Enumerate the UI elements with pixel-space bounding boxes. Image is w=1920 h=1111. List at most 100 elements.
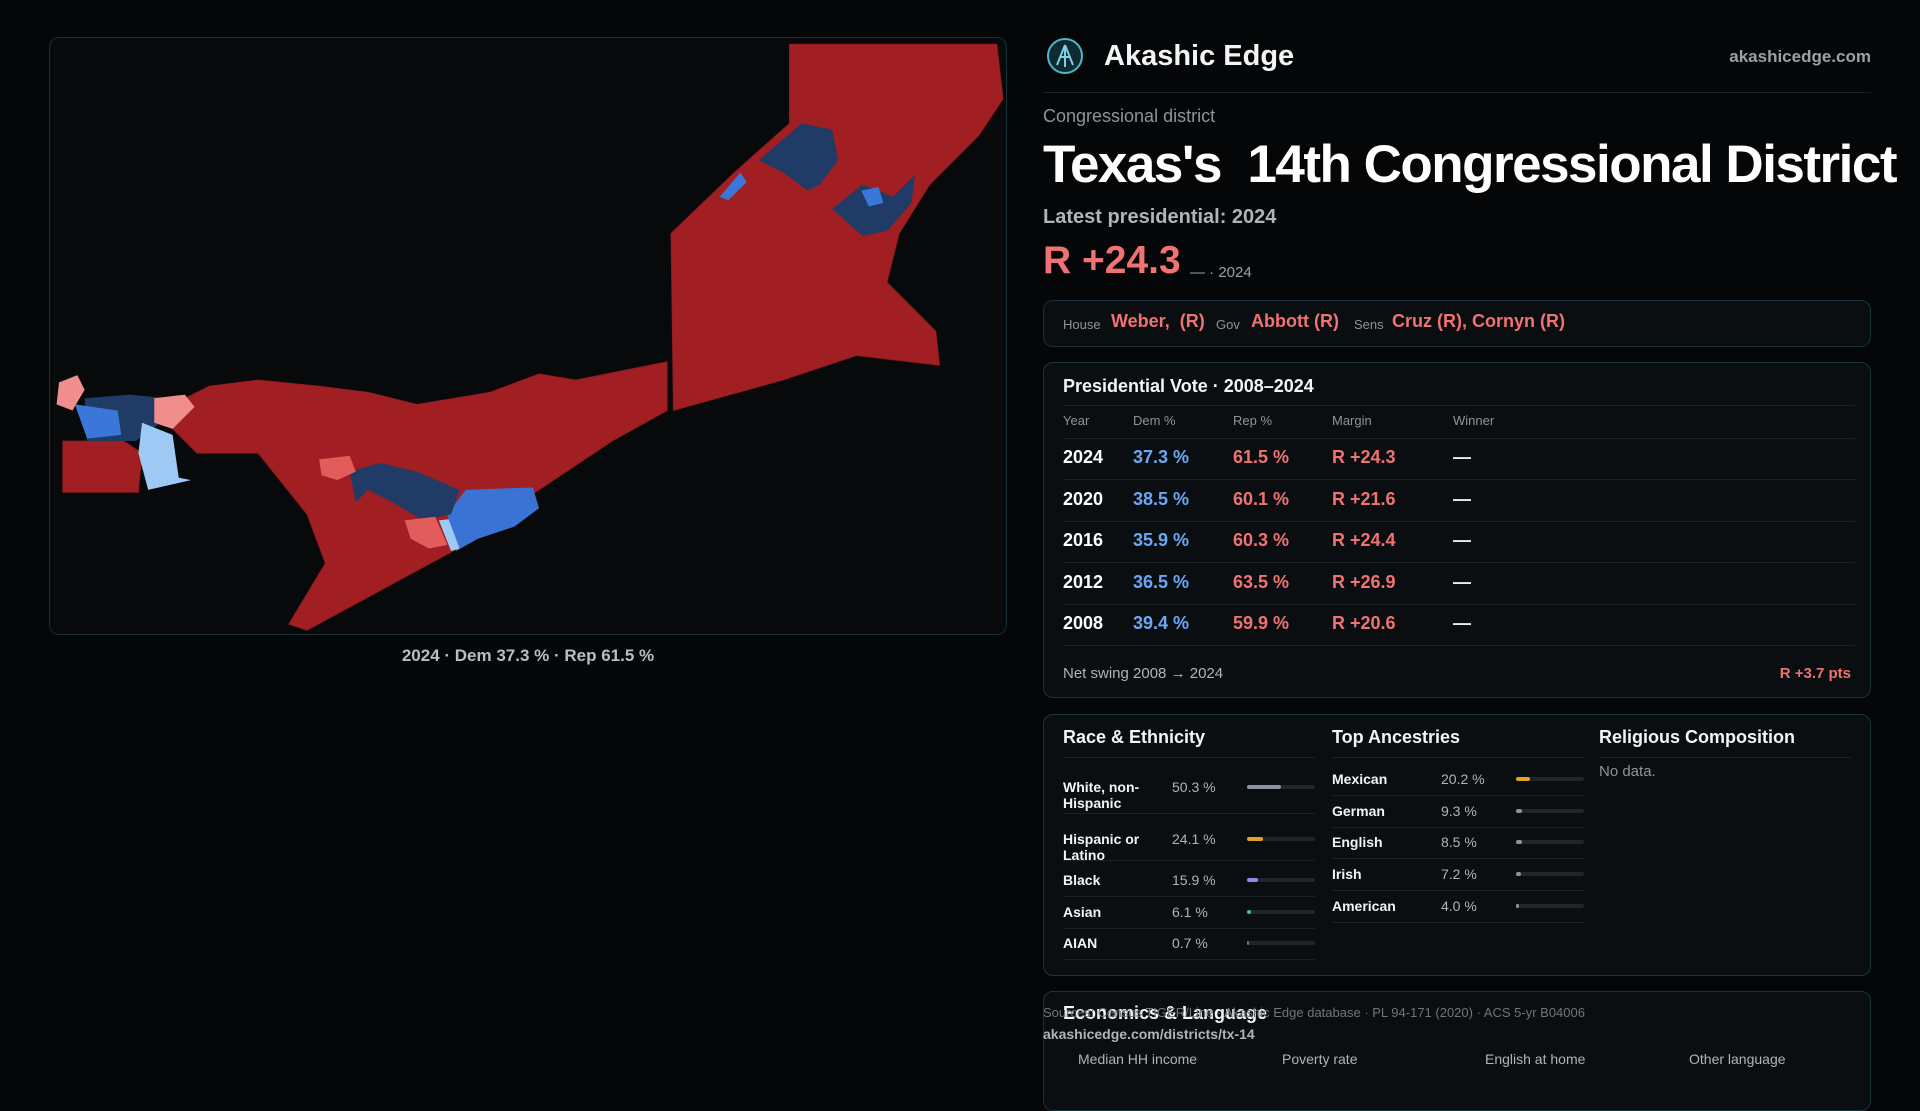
divider — [1063, 959, 1315, 960]
bar-track — [1247, 878, 1315, 882]
map-region — [138, 422, 191, 490]
latest-margin: R +24.3 — [1043, 238, 1181, 282]
divider — [1063, 521, 1855, 522]
official-name: Cruz (R), Cornyn (R) — [1392, 311, 1565, 332]
row-label: German — [1332, 802, 1385, 819]
table-cell: 37.3 % — [1133, 447, 1190, 468]
empty-note: No data. — [1599, 763, 1656, 780]
row-label: English — [1332, 833, 1383, 850]
table-cell: R +24.4 — [1332, 530, 1396, 551]
bar-track — [1247, 910, 1315, 914]
table-cell: — — [1453, 613, 1471, 634]
row-label: American — [1332, 897, 1396, 914]
divider — [1063, 562, 1855, 563]
bar-track — [1516, 872, 1584, 876]
bar-track — [1516, 777, 1584, 781]
table-cell: 60.3 % — [1233, 530, 1290, 551]
map-region — [349, 463, 460, 521]
row-value: 20.2 % — [1441, 770, 1485, 787]
map-region — [154, 394, 195, 429]
table-cell: — — [1453, 530, 1471, 551]
metric-label: Poverty rate — [1282, 1050, 1358, 1067]
row-value: 6.1 % — [1172, 903, 1208, 920]
map-region — [670, 43, 1004, 411]
row-value: 4.0 % — [1441, 897, 1477, 914]
table-cell: 63.5 % — [1233, 572, 1290, 593]
table-cell: R +20.6 — [1332, 613, 1396, 634]
table-cell: — — [1453, 489, 1471, 510]
map-region — [319, 455, 356, 481]
table-cell: 2012 — [1063, 572, 1104, 593]
row-value: 50.3 % — [1172, 778, 1216, 795]
bar — [1516, 840, 1522, 844]
row-label: Asian — [1063, 903, 1102, 920]
site-link[interactable]: akashicedge.com — [1729, 46, 1871, 66]
bar — [1247, 785, 1282, 789]
section-title: Economics & Language — [1063, 1003, 1268, 1024]
bar-track — [1516, 904, 1584, 908]
card-title: Presidential Vote · 2008–2024 — [1063, 376, 1314, 397]
logo[interactable] — [1046, 37, 1084, 75]
column-header: Year — [1063, 413, 1090, 429]
table-cell: 59.9 % — [1233, 613, 1290, 634]
official-name: Abbott (R) — [1251, 311, 1339, 332]
divider — [1063, 604, 1855, 605]
official-role: Sens — [1354, 317, 1384, 333]
map-region — [447, 487, 539, 551]
row-value: 24.1 % — [1172, 830, 1216, 847]
official-role: House — [1063, 317, 1101, 333]
bar-track — [1247, 941, 1315, 945]
bar — [1516, 809, 1523, 813]
map-region — [74, 404, 122, 439]
table-cell: 39.4 % — [1133, 613, 1190, 634]
district-map[interactable] — [50, 38, 1006, 634]
map-region — [861, 187, 884, 207]
row-value: 0.7 % — [1172, 934, 1208, 951]
bar — [1247, 941, 1249, 945]
column-header: Margin — [1332, 413, 1372, 429]
table-cell: R +24.3 — [1332, 447, 1396, 468]
bar — [1247, 878, 1258, 882]
officials-card — [1043, 300, 1871, 347]
margin-note: — · 2024 — [1190, 264, 1252, 281]
table-cell: R +26.9 — [1332, 572, 1396, 593]
divider — [1063, 479, 1855, 480]
row-label: Black — [1063, 871, 1101, 888]
row-label: AIAN — [1063, 934, 1098, 951]
kicker: Congressional district — [1043, 106, 1216, 127]
table-cell: 2020 — [1063, 489, 1104, 510]
row-value: 15.9 % — [1172, 871, 1216, 888]
bar — [1516, 904, 1519, 908]
divider — [1332, 858, 1584, 859]
table-cell: R +21.6 — [1332, 489, 1396, 510]
row-label: White, non-Hispanic — [1063, 778, 1140, 812]
table-cell: 2024 — [1063, 447, 1104, 468]
map-caption: 2024 · Dem 37.3 % · Rep 61.5 % — [401, 645, 655, 665]
source-url: akashicedge.com/districts/tx-14 — [1043, 1025, 1255, 1042]
brand-name[interactable]: Akashic Edge — [1104, 39, 1295, 72]
bar-track — [1516, 809, 1584, 813]
row-value: 7.2 % — [1441, 865, 1477, 882]
bar-track — [1247, 837, 1315, 841]
map-region — [719, 172, 747, 201]
divider — [1332, 795, 1584, 796]
column-header: Dem % — [1133, 413, 1176, 429]
divider — [1043, 92, 1871, 93]
divider — [1332, 757, 1584, 758]
divider — [1063, 927, 1315, 929]
divider — [1332, 890, 1584, 891]
map-region — [758, 123, 839, 191]
metric-label: Median HH income — [1078, 1050, 1198, 1067]
divider — [1332, 826, 1584, 828]
page: { "header": {"brand": "Akashic Edge", "s… — [49, 37, 1898, 1111]
table-cell: — — [1453, 447, 1471, 468]
metric-label: Other language — [1689, 1050, 1786, 1067]
divider — [1063, 645, 1855, 646]
table-cell: 35.9 % — [1133, 530, 1190, 551]
table-cell: — — [1453, 572, 1471, 593]
swing-label: Net swing 2008 → 2024 — [1063, 665, 1224, 682]
official-name: Weber, (R) — [1111, 311, 1205, 332]
bar — [1516, 872, 1521, 876]
divider — [1063, 896, 1315, 897]
divider — [1063, 757, 1315, 758]
